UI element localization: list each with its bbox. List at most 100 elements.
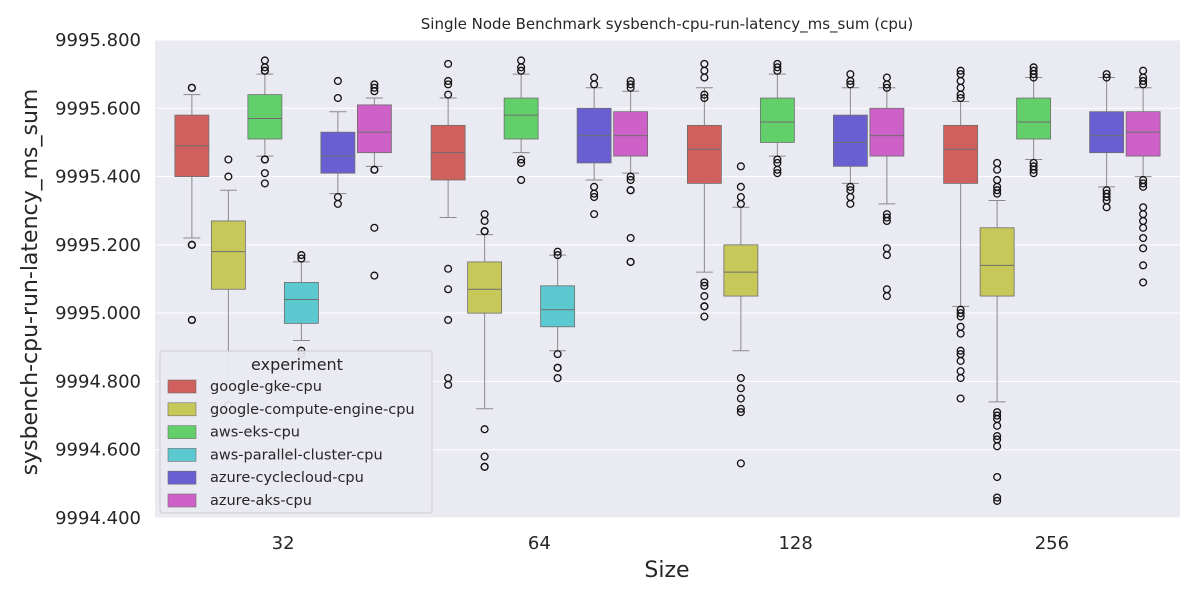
legend-swatch <box>167 425 197 439</box>
legend-label: google-compute-engine-cpu <box>210 402 415 418</box>
outlier-point <box>736 408 745 417</box>
outlier-point <box>187 83 196 92</box>
outlier-point <box>1139 223 1148 232</box>
x-tick-label: 256 <box>1035 533 1069 554</box>
outlier-point <box>736 373 745 383</box>
outlier-point <box>736 404 745 413</box>
outlier-point <box>956 346 965 355</box>
box-iqr <box>869 107 905 157</box>
x-axis-ticks: 32 64 128 256 <box>272 533 1069 554</box>
outlier-point <box>882 251 891 260</box>
outlier-point <box>370 87 379 96</box>
box-iqr <box>686 124 722 184</box>
outlier-point <box>956 90 965 99</box>
outlier-point <box>700 281 709 290</box>
outlier-point <box>1029 73 1038 82</box>
box <box>503 56 539 185</box>
legend-swatch <box>167 402 197 417</box>
outlier-point <box>1102 70 1111 79</box>
outlier-point <box>993 186 1002 195</box>
outlier-point <box>333 93 342 103</box>
series-azure-aks-cpu <box>356 66 1161 301</box>
box-iqr <box>832 114 868 167</box>
outlier-point <box>370 165 379 174</box>
outlier-point <box>260 155 269 164</box>
outlier-point <box>370 83 379 92</box>
outlier-point <box>1102 193 1111 202</box>
outlier-point <box>517 66 526 75</box>
box <box>247 56 283 188</box>
box <box>467 210 503 471</box>
legend-swatch <box>167 470 197 485</box>
outlier-point <box>444 315 453 325</box>
outlier-point <box>736 459 745 468</box>
y-tick-label: 9995.000 <box>55 303 141 324</box>
outlier-point <box>956 312 965 321</box>
outlier-point <box>993 411 1002 420</box>
outlier-point <box>480 425 489 434</box>
y-axis-title: sysbench-cpu-run-latency_ms_sum <box>18 89 43 476</box>
box <box>759 59 795 178</box>
box <box>174 83 210 325</box>
outlier-point <box>773 63 782 72</box>
box-iqr <box>723 244 759 297</box>
outlier-point <box>956 93 965 103</box>
outlier-point <box>480 216 489 226</box>
outlier-point <box>517 158 526 167</box>
outlier-point <box>956 329 965 338</box>
outlier-point <box>773 66 782 75</box>
outlier-point <box>700 90 709 99</box>
outlier-point <box>626 80 635 89</box>
outlier-point <box>882 216 891 226</box>
box-iqr <box>467 261 503 314</box>
x-tick-label: 32 <box>272 533 295 554</box>
outlier-point <box>846 182 855 191</box>
y-tick-label: 9995.600 <box>55 98 141 119</box>
box <box>1125 66 1161 287</box>
box <box>430 59 466 389</box>
outlier-point <box>444 76 453 86</box>
outlier-point <box>1029 169 1038 178</box>
outlier-point <box>773 169 782 178</box>
outlier-point <box>700 312 709 321</box>
x-tick-label: 128 <box>778 533 812 554</box>
box-iqr <box>503 97 539 140</box>
outlier-point <box>1139 261 1148 270</box>
outlier-point <box>517 175 526 185</box>
legend-swatch <box>167 448 197 462</box>
box-iqr <box>1016 97 1052 140</box>
outlier-point <box>1102 203 1111 212</box>
outlier-point <box>370 271 379 280</box>
outlier-point <box>1139 80 1148 89</box>
outlier-point <box>224 172 233 181</box>
outlier-point <box>517 63 526 72</box>
box <box>943 66 979 403</box>
outlier-point <box>956 373 965 383</box>
y-tick-label: 9994.400 <box>55 508 141 529</box>
series-google-compute-engine-cpu <box>210 155 1015 505</box>
outlier-point <box>882 80 891 89</box>
legend-title: experiment <box>251 355 343 374</box>
outlier-point <box>590 210 599 219</box>
legend-label: azure-cyclecloud-cpu <box>210 470 364 486</box>
outlier-point <box>736 394 745 403</box>
outlier-point <box>736 162 745 171</box>
box <box>613 76 649 266</box>
outlier-point <box>444 80 453 89</box>
outlier-point <box>956 356 965 365</box>
box-series <box>174 56 1161 505</box>
outlier-point <box>993 442 1002 451</box>
y-axis-ticks: 9994.400 9994.600 9994.800 9995.000 9995.200… <box>55 30 141 529</box>
legend-swatch <box>167 379 197 394</box>
outlier-point <box>297 254 306 263</box>
box-iqr <box>320 131 356 174</box>
outlier-point <box>956 394 965 403</box>
outlier-point <box>993 432 1002 441</box>
outlier-point <box>1139 278 1148 287</box>
series-aws-eks-cpu <box>247 56 1052 188</box>
x-tick-label: 64 <box>528 533 551 554</box>
legend-swatch <box>167 493 197 508</box>
outlier-point <box>700 302 709 311</box>
outlier-point <box>1139 244 1148 253</box>
